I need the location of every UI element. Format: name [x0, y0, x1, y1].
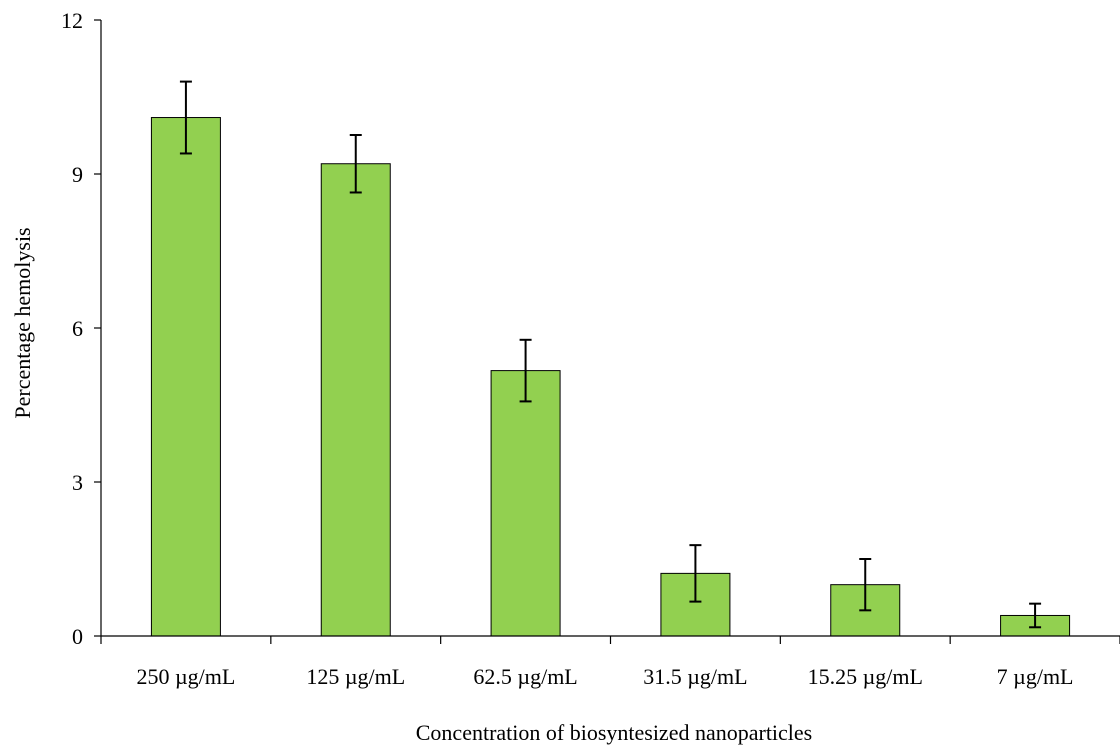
bars-layer	[150, 117, 1071, 637]
y-tick-label: 9	[72, 162, 83, 187]
error-bar	[689, 544, 702, 603]
x-tick-label: 250 µg/mL	[136, 664, 235, 689]
bar	[320, 163, 391, 637]
x-tick-label: 62.5 µg/mL	[473, 664, 577, 689]
x-tick-label: 125 µg/mL	[306, 664, 405, 689]
x-tick-label: 31.5 µg/mL	[643, 664, 747, 689]
x-tick-label: 15.25 µg/mL	[808, 664, 923, 689]
y-axis-title: Percentage hemolysis	[10, 227, 35, 418]
y-tick-label: 0	[72, 624, 83, 649]
bar	[150, 117, 221, 637]
x-ticks: 250 µg/mL 125 µg/mL 62.5 µg/mL 31.5 µg/mL 15…	[100, 636, 1120, 689]
y-tick-label: 6	[72, 316, 83, 341]
x-tick-label: 7 µg/mL	[997, 664, 1074, 689]
error-bar	[179, 80, 192, 155]
bar	[490, 370, 561, 637]
error-bar	[1029, 602, 1042, 629]
y-tick-label: 12	[61, 8, 83, 33]
x-axis-title: Concentration of biosyntesized nanoparti…	[416, 720, 813, 745]
error-bars-layer	[179, 80, 1042, 629]
axes-layer	[100, 20, 1120, 637]
y-tick-label: 3	[72, 470, 83, 495]
error-bar	[349, 133, 362, 194]
error-bar	[859, 558, 872, 612]
y-ticks: 0 3 6 9 12	[61, 8, 101, 649]
error-bar	[519, 338, 532, 403]
